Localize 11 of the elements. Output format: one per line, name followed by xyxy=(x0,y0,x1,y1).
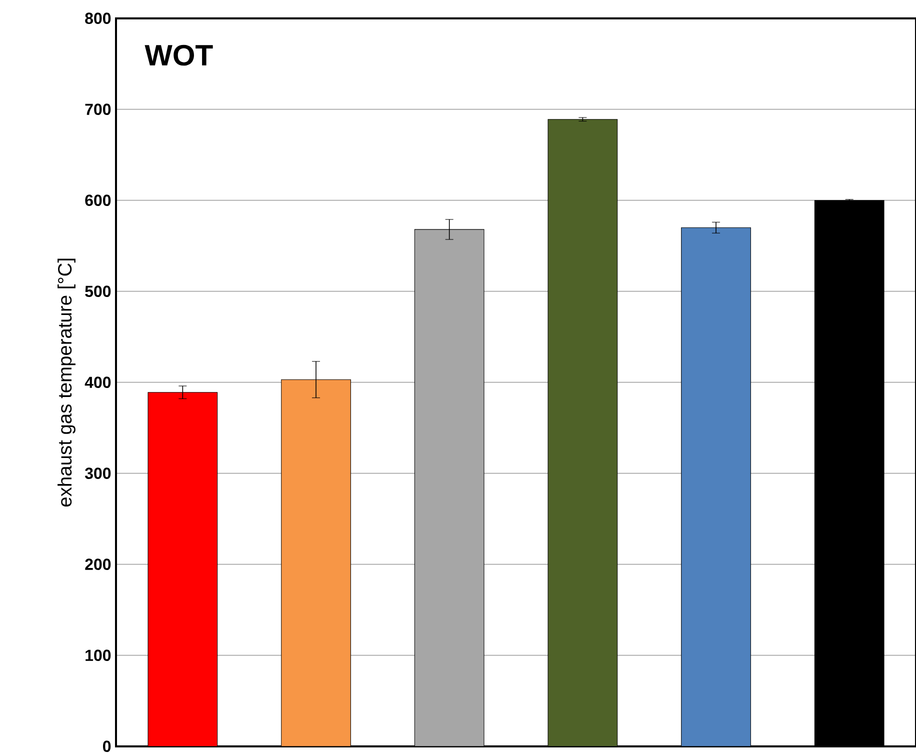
y-tick-label: 400 xyxy=(84,376,111,388)
y-axis-title: exhaust gas temperature [°C] xyxy=(58,258,76,506)
y-tick-label: 600 xyxy=(85,194,111,206)
y-tick-label: 200 xyxy=(85,558,111,570)
text: WOT xyxy=(144,44,213,66)
y-tick-label: 500 xyxy=(85,286,111,297)
y-tick-label: 700 xyxy=(85,104,111,115)
y-tick-label: 300 xyxy=(84,468,111,480)
y-tick-label: 0 xyxy=(103,740,111,752)
y-tick-label: 100 xyxy=(86,650,111,661)
y-tick-label: 800 xyxy=(85,12,111,24)
